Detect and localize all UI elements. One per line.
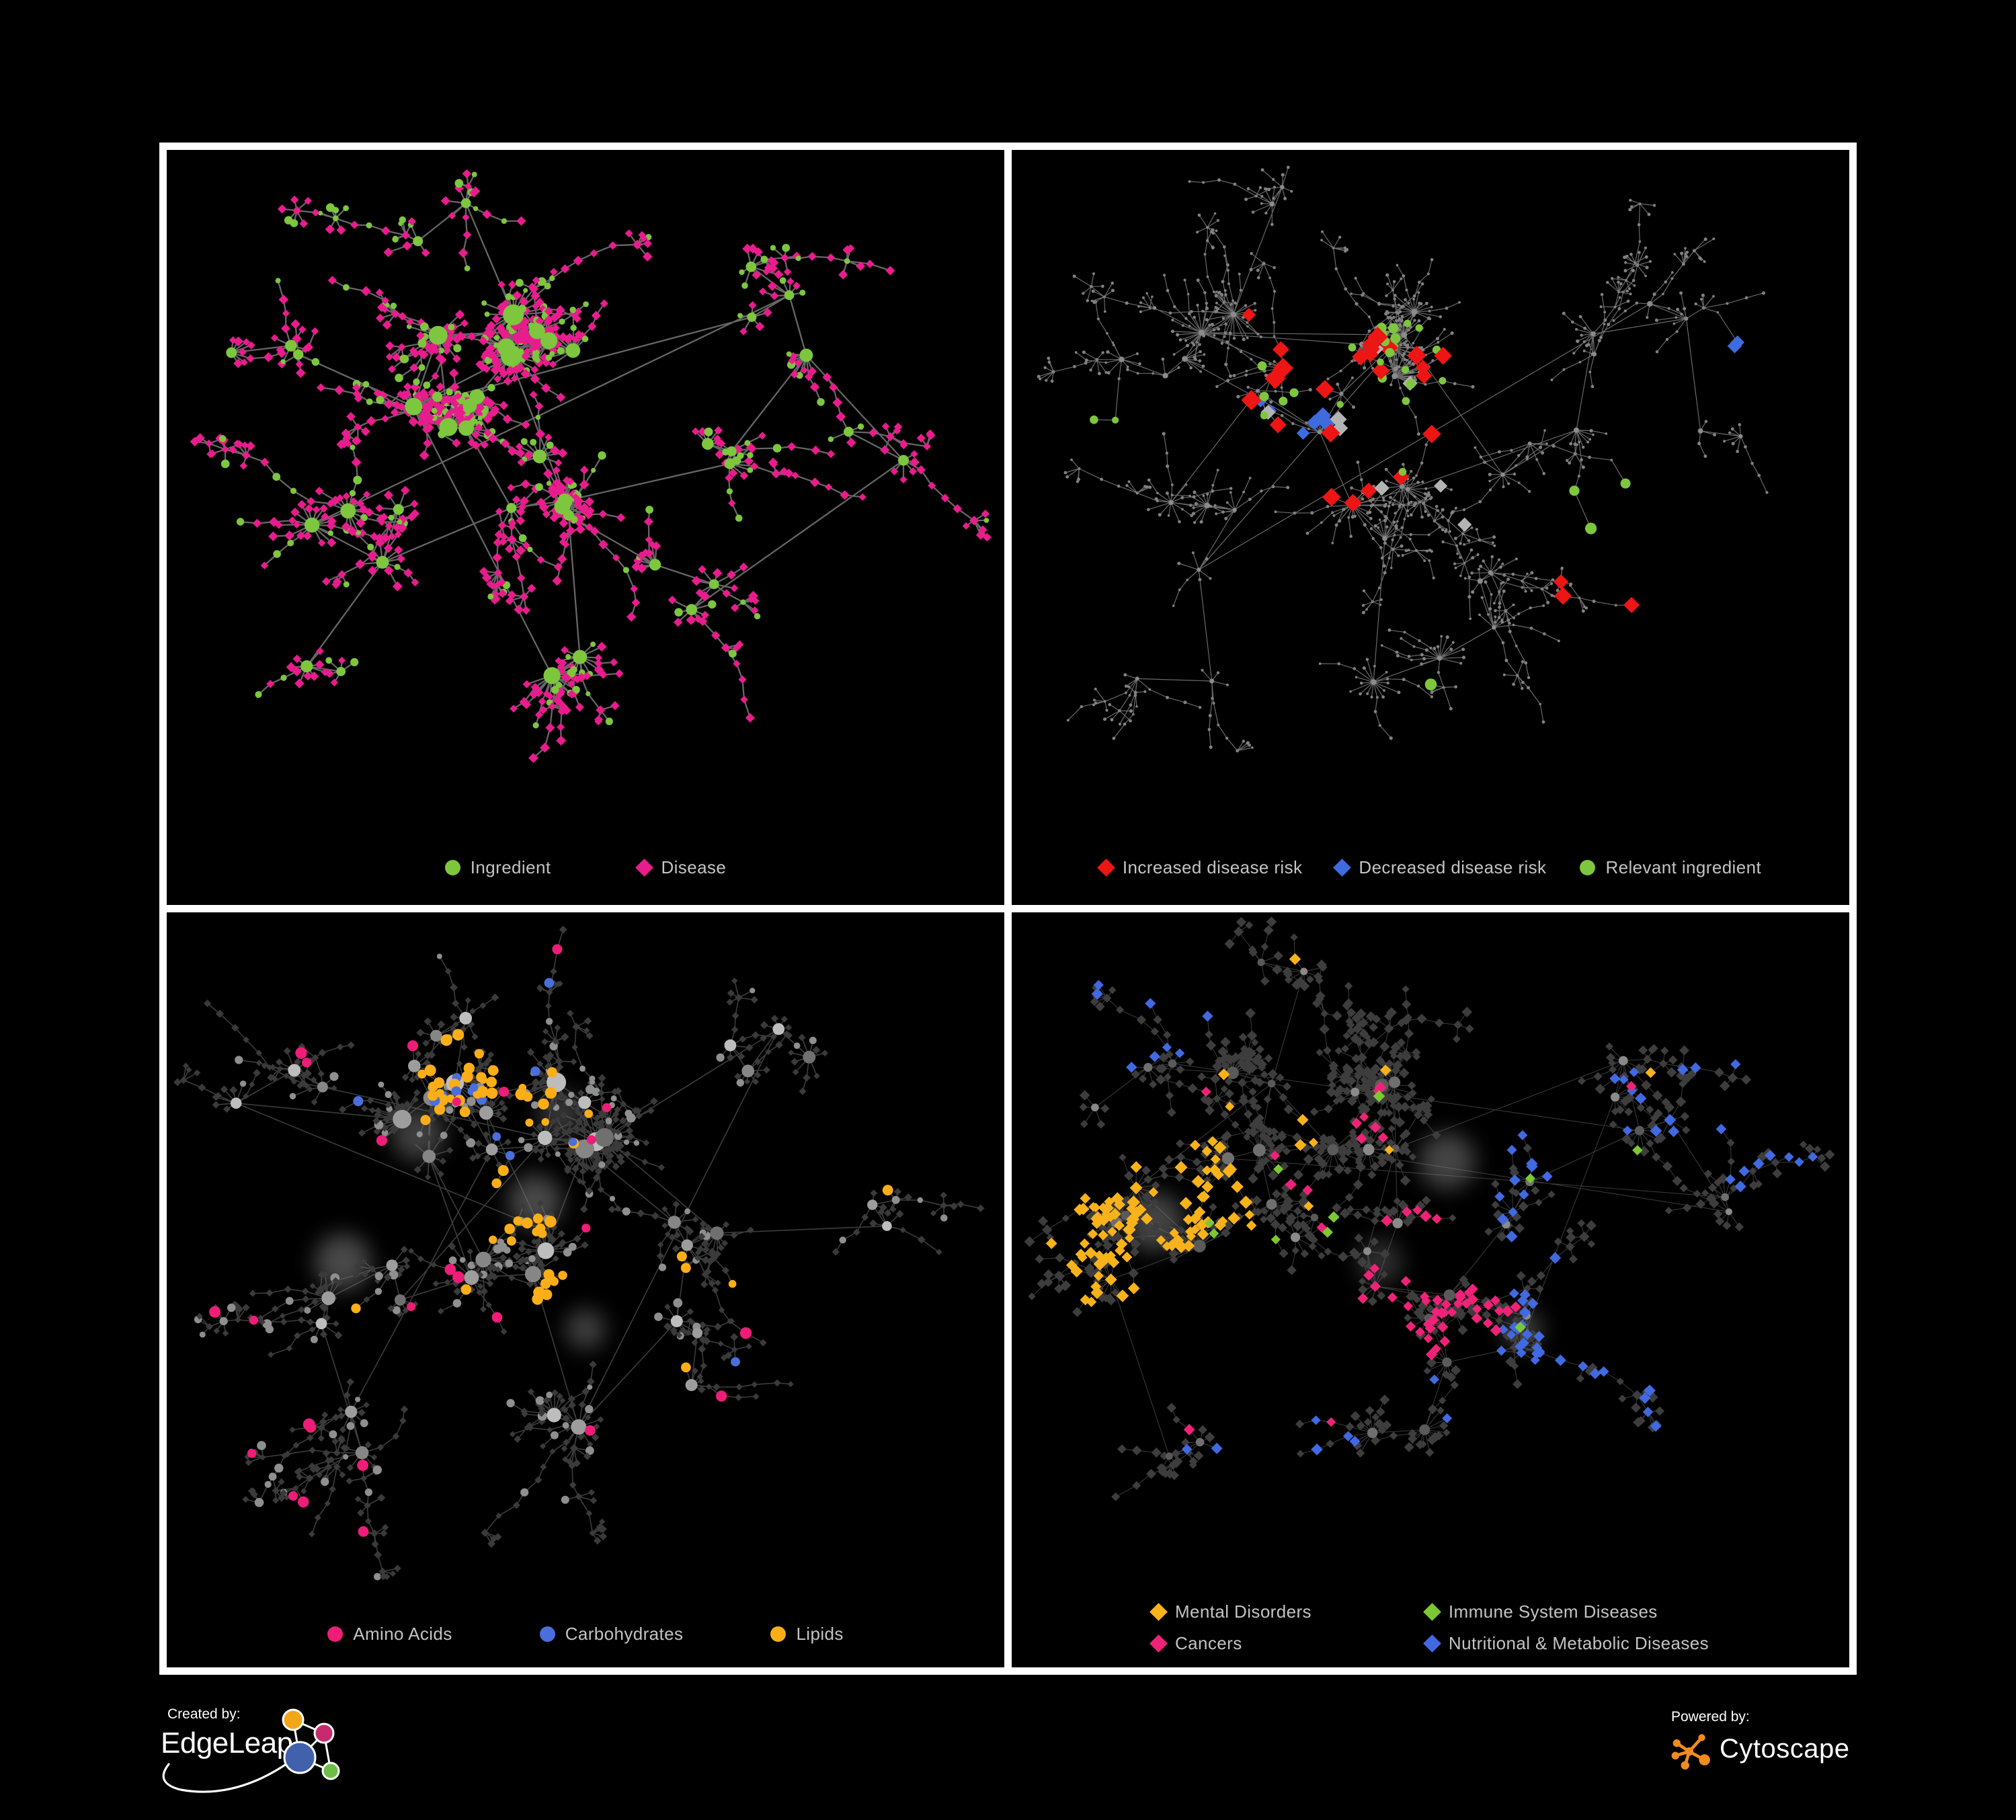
relevant-ingredient-label: Relevant ingredient [1605, 857, 1762, 877]
metabolite-class-network-graph [173, 925, 985, 1581]
cytoscape-logo-icon [1671, 1734, 1710, 1770]
lipids-label: Lipids [796, 1624, 844, 1644]
legend-item-cancers: Cancers [1150, 1633, 1312, 1654]
lipids-marker-icon [770, 1626, 787, 1642]
metabolite-class-legend: Amino Acids Carbohydrates Lipids [167, 1624, 1004, 1645]
amino-acids-marker-icon [327, 1626, 344, 1642]
disease-category-network-graph [1024, 916, 1835, 1501]
legend-item-relevant-ingredient: Relevant ingredient [1580, 857, 1761, 878]
increased-risk-marker-icon [1096, 859, 1115, 877]
immune-diseases-marker-icon [1422, 1603, 1441, 1621]
disease-risk-network-graph [1037, 165, 1769, 753]
decreased-risk-label: Decreased disease risk [1359, 857, 1547, 877]
cytoscape-brand: Cytoscape [1720, 1733, 1850, 1764]
cytoscape-credit: Powered by: Cytoscape [1670, 1709, 1871, 1770]
immune-diseases-label: Immune System Diseases [1448, 1601, 1658, 1622]
legend-item-nutritional-diseases: Nutritional & Metabolic Diseases [1422, 1633, 1709, 1654]
panel-disease-categories: Mental Disorders Immune System Diseases … [1012, 912, 1849, 1667]
decreased-risk-marker-icon [1333, 859, 1352, 877]
powered-by-label: Powered by: [1671, 1709, 1750, 1725]
ingredient-label: Ingredient [470, 857, 551, 877]
panel-grid: Ingredient Disease Increased disease ris… [159, 143, 1857, 1675]
mental-disorders-marker-icon [1150, 1603, 1168, 1621]
legend-item-amino-acids: Amino Acids [327, 1624, 452, 1645]
ingredient-disease-network-graph [190, 169, 992, 763]
mental-disorders-label: Mental Disorders [1175, 1601, 1312, 1622]
legend-item-mental-disorders: Mental Disorders [1150, 1601, 1312, 1622]
legend-item-ingredient: Ingredient [444, 857, 551, 878]
edgeleap-swoosh-icon [162, 1753, 300, 1793]
disease-risk-legend: Increased disease risk Decreased disease… [1012, 857, 1849, 878]
nutritional-diseases-label: Nutritional & Metabolic Diseases [1448, 1633, 1709, 1653]
created-by-label: Created by: [167, 1706, 241, 1722]
legend-item-decreased-risk: Decreased disease risk [1333, 857, 1547, 878]
carbohydrates-marker-icon [539, 1626, 555, 1642]
ingredient-disease-legend: Ingredient Disease [167, 857, 1004, 878]
panel-disease-risk: Increased disease risk Decreased disease… [1012, 150, 1849, 905]
legend-item-lipids: Lipids [770, 1624, 843, 1645]
nutritional-diseases-marker-icon [1422, 1634, 1441, 1653]
carbohydrates-label: Carbohydrates [565, 1624, 684, 1644]
panel-ingredient-disease: Ingredient Disease [167, 150, 1004, 905]
amino-acids-label: Amino Acids [353, 1624, 452, 1644]
legend-item-carbohydrates: Carbohydrates [539, 1624, 684, 1645]
cancers-marker-icon [1150, 1634, 1168, 1653]
relevant-ingredient-marker-icon [1580, 860, 1596, 875]
edgeleap-network-icon [282, 1708, 340, 1780]
legend-item-disease: Disease [635, 857, 727, 878]
disease-label: Disease [661, 857, 727, 877]
disease-marker-icon [635, 859, 654, 877]
cancers-label: Cancers [1175, 1633, 1242, 1653]
edgeleap-brand: EdgeLeap [161, 1727, 293, 1759]
edgeleap-credit: Created by: EdgeLeap [161, 1706, 356, 1807]
ingredient-marker-icon [444, 860, 460, 875]
legend-item-increased-risk: Increased disease risk [1096, 857, 1303, 878]
panel-metabolite-classes: Amino Acids Carbohydrates Lipids [167, 912, 1004, 1667]
legend-item-immune-diseases: Immune System Diseases [1422, 1601, 1709, 1622]
disease-category-legend: Mental Disorders Immune System Diseases … [1012, 1601, 1849, 1654]
increased-risk-label: Increased disease risk [1122, 857, 1303, 877]
